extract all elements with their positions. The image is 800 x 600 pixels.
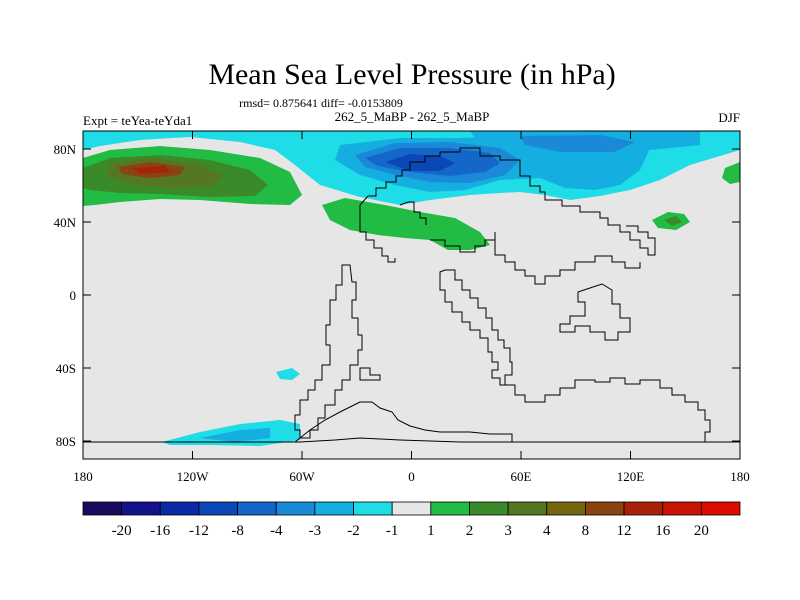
colorbar-box (546, 501, 586, 516)
colorbar-box (198, 501, 238, 516)
map-panel: 80N 40N 0 40S 80S 180 120W 60W (54, 130, 750, 484)
colorbar-label: -16 (150, 523, 170, 539)
contour-plus12-north-pacific (132, 166, 170, 174)
y-tick-label: 80N (54, 142, 77, 157)
contour-minus1-south-atlantic (276, 368, 300, 380)
coastline-falkland (359, 367, 381, 381)
x-tick-label: 180 (730, 469, 750, 484)
colorbar-label: -2 (347, 523, 360, 539)
colorbar-label: 2 (466, 523, 474, 539)
colorbar-label: 3 (504, 523, 512, 539)
y-tick-label: 0 (70, 288, 77, 303)
colorbar-label: 16 (655, 523, 671, 539)
coastline-mediterranean (430, 232, 496, 253)
colorbar-label: -4 (270, 523, 283, 539)
coastline-island-loop (559, 283, 631, 341)
colorbar-label: 4 (543, 523, 551, 539)
colorbar-box (391, 501, 432, 516)
colorbar-label: -12 (189, 523, 209, 539)
colorbar-label: -8 (231, 523, 244, 539)
coastline-eurasia-north (359, 147, 656, 256)
contour-plus2-west-pacific (664, 216, 682, 226)
coastline-africa (439, 269, 513, 386)
x-tick-label: 60W (289, 469, 315, 484)
colorbar-box (159, 501, 200, 516)
coastline-antarctic-peninsula (294, 401, 513, 443)
colorbar-box (314, 501, 354, 516)
contour-plus1-east-asia (722, 162, 740, 184)
coastline-middle-east (494, 240, 641, 285)
colorbar-label: -3 (309, 523, 322, 539)
y-axis (83, 148, 740, 442)
coastline-europe-west (359, 205, 396, 263)
x-tick-label: 180 (73, 469, 93, 484)
stats-label: rmsd= 0.875641 diff= -0.0153809 (239, 96, 403, 110)
colorbar-box (121, 501, 161, 516)
colorbar-label: 20 (694, 523, 709, 539)
colorbar-label: 12 (617, 523, 632, 539)
x-tick-label: 120E (617, 469, 645, 484)
colorbar-box (507, 501, 548, 516)
colorbar-box (275, 501, 316, 516)
coastline-south-america (294, 264, 363, 439)
right-label: DJF (718, 110, 740, 125)
colorbar-boxes (82, 501, 741, 516)
y-tick-label: 80S (56, 434, 76, 449)
x-tick-labels: 180 120W 60W 0 60E 120E 180 (73, 469, 750, 484)
colorbar-box (237, 501, 277, 516)
x-tick-label: 60E (511, 469, 532, 484)
main-title: Mean Sea Level Pressure (in hPa) (208, 58, 615, 91)
colorbar-labels: -20 -16 -12 -8 -4 -3 -2 -1 1 2 3 4 8 12 16 20 (112, 523, 709, 539)
x-axis (82, 131, 741, 459)
left-label: Expt = teYea-teYda1 (83, 113, 192, 128)
x-tick-label: 0 (408, 469, 415, 484)
colorbar-box (430, 501, 470, 516)
colorbar-box (700, 501, 741, 516)
colorbar-label: -1 (386, 523, 399, 539)
colorbar-box (469, 501, 509, 516)
y-tick-label: 40S (56, 361, 76, 376)
contour-minus2-southern-ocean (200, 428, 270, 442)
coastline-australia-india (500, 377, 711, 442)
colorbar-box (662, 501, 702, 516)
colorbar-label: 8 (582, 523, 590, 539)
center-label: 262_5_MaBP - 262_5_MaBP (335, 109, 490, 124)
x-tick-label: 120W (177, 469, 210, 484)
colorbar-box (623, 501, 664, 516)
coastline-antarctica (83, 437, 740, 443)
contour-minus3-pole (520, 135, 635, 152)
colorbar-box (585, 501, 625, 516)
y-tick-label: 40N (54, 215, 77, 230)
coastlines (83, 147, 740, 443)
coastline-greenland (399, 201, 427, 225)
colorbar-box (353, 501, 393, 516)
colorbar-label: 1 (427, 523, 435, 539)
colorbar-label: -20 (112, 523, 132, 539)
colorbar: -20 -16 -12 -8 -4 -3 -2 -1 1 2 3 4 8 12 16 20 (82, 501, 741, 539)
colorbar-box (82, 501, 123, 516)
contour-plus1-north-atlantic (322, 198, 490, 250)
y-tick-labels: 80N 40N 0 40S 80S (54, 142, 77, 449)
